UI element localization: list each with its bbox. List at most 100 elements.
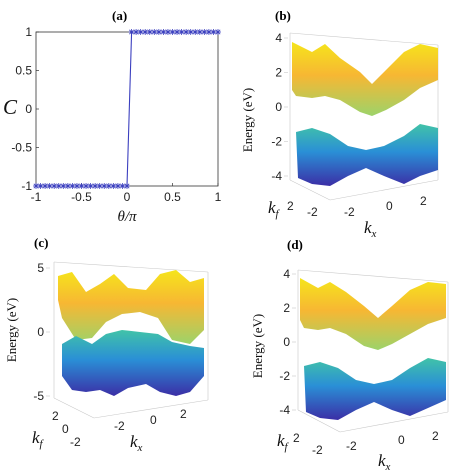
panel-a-star-marker [192,29,199,35]
panel-b-ztick-label: -4 [271,169,282,183]
panel-a: (a) -1 -0.5 0 0.5 1 -1 -0.5 0 0.5 1 C θ/π [3,8,222,225]
panel-a-star-stroke [151,29,157,35]
panel-a-ylabel: C [3,95,18,119]
panel-c-kf-tick-3: -2 [70,435,81,449]
panel-a-star-marker [124,183,130,189]
panel-c-kf-tick-1: 2 [52,409,59,423]
panel-a-label: (a) [112,8,127,23]
panel-d-kx-label: kx [378,451,391,473]
panel-d-ztick-label: 2 [283,301,290,315]
panel-b: (b) 4 2 0 -2 -4 Energy (eV) kf 2 -2 -2 0 2 k… [240,8,439,240]
panel-a-ytick-label: 1 [25,25,32,39]
panel-c-ztick-label: 5 [37,261,44,275]
panel-a-star-stroke [215,29,221,35]
panel-d-ztick-label: -2 [279,369,290,383]
panel-a-plot [33,29,221,189]
panel-a-star-stroke [92,183,98,189]
panel-d-zticks: 4 2 0 -2 -4 [279,267,296,417]
panel-a-xtick-label: 0.5 [164,190,181,204]
panel-c-kx-tick-1: -2 [114,419,125,433]
panel-a-star-marker [146,29,153,35]
panel-a-star-stroke [97,183,103,189]
panel-a-star-marker [110,183,117,189]
panel-a-xlabel: θ/π [117,209,137,225]
panel-b-kf-tick-2: -2 [307,205,318,219]
panel-c-label: (c) [34,235,48,250]
panel-a-ytick-label: 0 [25,102,32,116]
panel-a-xtick-label: -1 [31,190,42,204]
panel-d-kx-sub: x [385,461,391,473]
panel-a-star-stroke [192,29,198,35]
panel-a-star-stroke [47,183,53,189]
panel-d-ylabel: Energy (eV) [250,314,265,378]
panel-b-kx-sub: x [371,228,377,240]
panel-a-star-stroke [197,29,203,35]
panel-b-zticks: 4 2 0 -2 -4 [271,31,288,183]
panel-a-star-stroke [79,183,84,189]
panel-b-kx-label: kx [364,218,377,240]
panel-b-label: (b) [275,8,291,23]
panel-c-kx-label: kx [130,432,143,454]
panel-d: (d) 4 2 0 -2 -4 Energy (eV) kf 2 -2 -2 0 2 k… [250,237,449,473]
panel-c-zticks: 5 0 -5 [33,261,50,403]
panel-a-star-marker [101,183,108,189]
panel-a-star-stroke [188,29,194,35]
panel-c-ztick-label: 0 [37,325,44,339]
panel-a-star-stroke [160,29,166,35]
panel-a-star-stroke [115,183,121,189]
panel-b-kx-tick-1: -2 [344,205,355,219]
panel-d-box [297,269,449,433]
panel-a-star-stroke [138,29,144,35]
panel-d-upper-band [300,278,446,350]
panel-a-star-stroke [119,183,125,189]
panel-a-star-stroke [83,183,89,189]
panel-d-kx-tick-1: -2 [346,439,357,453]
panel-b-box [289,32,439,201]
panel-a-star-stroke [156,29,162,35]
panel-a-star-stroke [33,183,39,189]
panel-a-star-stroke [170,29,175,35]
panel-d-ztick-label: 0 [283,335,290,349]
panel-c-ztick-label: -5 [33,389,44,403]
panel-b-ztick-label: 2 [275,66,282,80]
panel-a-star-stroke [129,29,135,35]
panel-c-upper-band [58,270,204,344]
panel-b-kf-label: kf [268,198,281,220]
panel-d-kf-tick-2: -2 [312,443,323,457]
panel-b-kf-tick-1: 2 [287,199,294,213]
panel-a-star-stroke [147,29,153,35]
panel-a-star-marker [64,183,71,189]
panel-c-lower-band [62,330,204,396]
panel-a-star-stroke [165,29,171,35]
panel-c: (c) 5 0 -5 Energy (eV) kf 2 0 -2 -2 0 2 kx [4,235,209,454]
panel-a-star-stroke [56,183,62,189]
panel-b-kx-tick-3: 2 [420,194,427,208]
panel-a-xtick-label: 0 [124,190,131,204]
panel-a-star-stroke [74,183,80,189]
panel-a-star-stroke [60,183,66,189]
panel-a-xtick-label: 1 [215,190,222,204]
panel-a-star-stroke [106,183,112,189]
panel-a-star-marker [119,183,126,189]
panel-d-kf-label: kf [277,431,290,453]
panel-a-star-stroke [124,183,130,189]
panel-c-ylabel: Energy (eV) [4,298,19,362]
panel-d-kf-sub: f [285,441,290,453]
panel-c-kx-sub: x [137,442,143,454]
panel-a-star-stroke [88,183,94,189]
panel-a-ytick-label: -0.5 [11,141,32,155]
panel-b-upper-band [292,42,438,116]
panel-c-kf-sub: f [40,438,45,450]
panel-a-star-stroke [42,183,48,189]
panel-a-star-marker [205,29,212,35]
panel-b-ztick-label: 4 [275,31,282,45]
panel-d-lower-band [304,358,446,420]
panel-c-kf-tick-2: 0 [62,422,69,436]
panel-a-axes-frame [35,31,219,187]
panel-a-star-stroke [206,29,212,35]
panel-a-ytick-label: -1 [21,179,32,193]
panel-d-kx-tick-2: 0 [398,433,405,447]
panel-a-star-stroke [51,183,57,189]
panel-a-star-stroke [210,29,216,35]
